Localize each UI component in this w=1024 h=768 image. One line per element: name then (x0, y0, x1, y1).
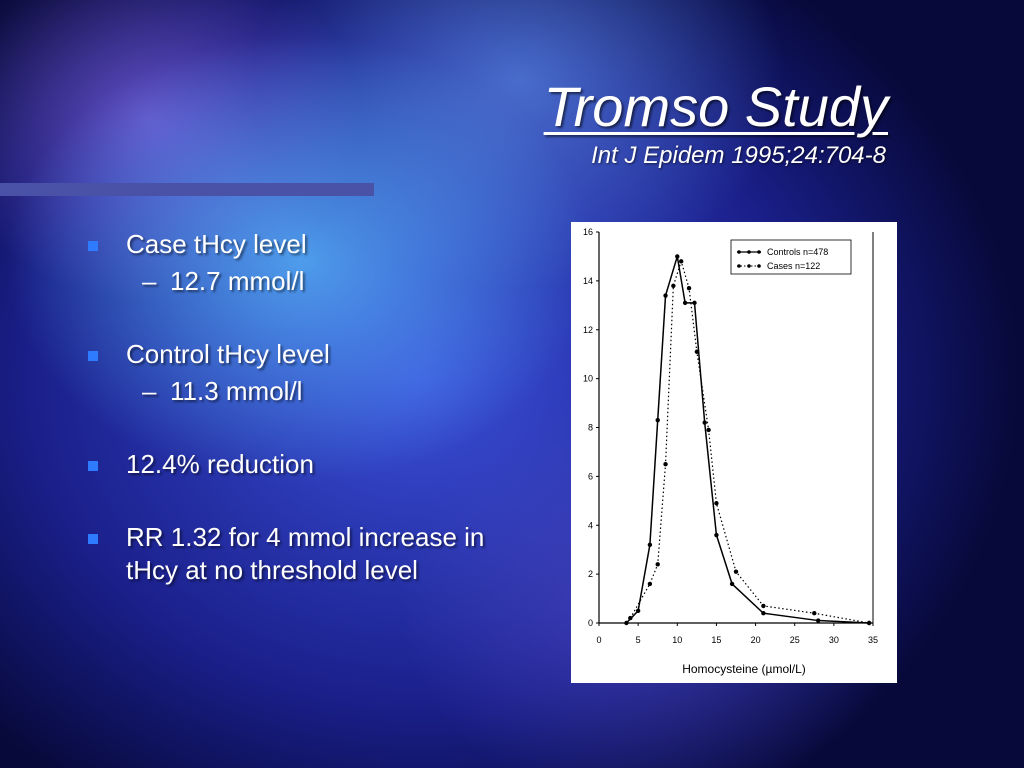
sub-bullet-text: 12.7 mmol/l (170, 266, 305, 296)
sub-bullet-item: – 12.7 mmol/l (126, 265, 508, 298)
dash-icon: – (142, 266, 157, 296)
data-point-cases (647, 581, 653, 587)
x-tick-label: 35 (868, 635, 878, 645)
y-tick-label: 2 (588, 569, 593, 579)
data-point-controls (624, 620, 629, 626)
x-tick-label: 30 (829, 635, 839, 645)
sub-bullet-item: – 11.3 mmol/l (126, 375, 508, 408)
legend-marker (757, 264, 761, 268)
bullet-text: Control tHcy level (126, 339, 330, 369)
bullet-item: Control tHcy level – 11.3 mmol/l (88, 338, 508, 408)
x-tick-label: 25 (790, 635, 800, 645)
y-tick-label: 16 (583, 227, 593, 237)
data-point-cases (733, 569, 739, 574)
square-bullet-icon (88, 351, 98, 361)
square-bullet-icon (88, 534, 98, 544)
data-point-controls (816, 618, 821, 623)
data-point-controls (729, 581, 735, 587)
data-point-cases (714, 501, 719, 506)
bullet-item: RR 1.32 for 4 mmol increase in tHcy at n… (88, 521, 508, 587)
data-point-cases (866, 620, 872, 626)
series-line-controls (625, 256, 870, 624)
bullet-list: Case tHcy level – 12.7 mmol/l Control tH… (88, 228, 508, 627)
data-point-cases (812, 611, 817, 616)
y-tick-label: 6 (588, 471, 593, 481)
data-point-controls (714, 532, 719, 538)
data-point-cases (679, 259, 684, 264)
bullet-item: 12.4% reduction (88, 448, 508, 481)
y-tick-label: 0 (588, 618, 593, 628)
data-point-controls (692, 300, 697, 306)
y-tick-label: 4 (588, 520, 593, 530)
legend-box (730, 239, 852, 275)
bullet-text: RR 1.32 for 4 mmol increase in tHcy at n… (126, 522, 485, 585)
legend-marker (737, 250, 741, 254)
chart-panel: 0 2 4 6 8 10 12 14 16 0 5 10 15 20 25 30 35 Homocysteine … (571, 222, 897, 683)
data-point-controls (647, 542, 653, 547)
square-bullet-icon (88, 461, 98, 471)
data-point-cases (761, 603, 766, 609)
data-point-controls (702, 420, 707, 425)
bullet-item: Case tHcy level – 12.7 mmol/l (88, 228, 508, 298)
y-tick-label: 8 (588, 423, 593, 433)
data-point-cases (628, 615, 633, 621)
y-tick-label: 12 (583, 325, 593, 335)
data-point-controls (635, 608, 641, 613)
slide-title: Tromso Study (543, 75, 888, 138)
data-point-cases (694, 349, 700, 354)
data-point-cases (663, 461, 668, 467)
legend-entry: Controls n=478 (767, 247, 828, 257)
bullet-text: 12.4% reduction (126, 449, 314, 479)
data-point-controls (761, 611, 766, 616)
legend-marker (757, 250, 761, 254)
data-point-controls (682, 300, 688, 306)
x-tick-label: 20 (751, 635, 761, 645)
data-point-controls (663, 293, 668, 298)
legend-marker (747, 264, 751, 268)
data-point-controls (655, 417, 660, 423)
data-point-cases (686, 286, 692, 291)
slide-subtitle: Int J Epidem 1995;24:704-8 (591, 142, 886, 169)
homocysteine-distribution-chart: 0 2 4 6 8 10 12 14 16 0 5 10 15 20 25 30 35 Homocysteine … (583, 227, 878, 676)
bullet-text: Case tHcy level (126, 229, 307, 259)
x-tick-label: 0 (596, 635, 601, 645)
y-tick-label: 10 (583, 374, 593, 384)
data-point-cases (655, 562, 660, 567)
x-axis-label: Homocysteine (µmol/L) (682, 662, 806, 676)
y-tick-label: 14 (583, 276, 593, 286)
x-tick-label: 5 (636, 635, 641, 645)
legend-marker (747, 250, 751, 254)
data-point-cases (671, 283, 676, 288)
legend-entry: Cases n=122 (767, 261, 820, 271)
square-bullet-icon (88, 241, 98, 251)
sub-bullet-text: 11.3 mmol/l (170, 376, 303, 406)
x-tick-label: 10 (672, 635, 682, 645)
title-rule (0, 183, 374, 196)
data-point-cases (706, 427, 711, 433)
legend-marker (737, 264, 741, 268)
data-point-controls (675, 254, 680, 259)
x-tick-label: 15 (711, 635, 721, 645)
dash-icon: – (142, 376, 157, 406)
series-line-cases (629, 259, 870, 624)
